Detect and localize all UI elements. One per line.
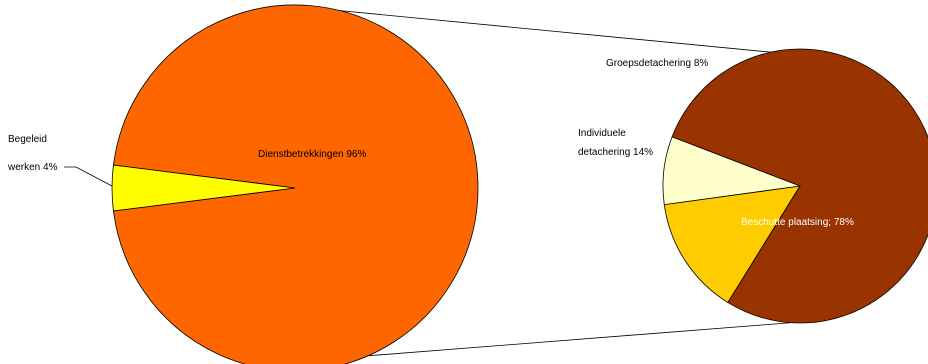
leader-line-begeleid: [64, 166, 113, 187]
label-dienstbetrekkingen: Dienstbetrekkingen 96%: [258, 149, 367, 160]
secondary-pie: [662, 48, 928, 324]
label-individuele-line2: detachering 14%: [578, 147, 653, 158]
label-begeleid-line1: Begeleid: [8, 134, 47, 145]
connector-line-top: [322, 8, 801, 56]
secondary-pie-slice-1: [663, 185, 801, 303]
connector-line-bottom: [339, 321, 801, 359]
main-pie-slice-1: [111, 164, 296, 212]
main-pie: [111, 4, 479, 364]
label-groepsdetachering: Groepsdetachering 8%: [606, 58, 708, 69]
secondary-pie-slice-2: [662, 136, 801, 206]
label-beschutte-plaatsing: Beschutte plaatsing; 78%: [741, 217, 854, 228]
label-individuele-line1: Individuele: [578, 128, 626, 139]
label-begeleid-line2: werken 4%: [7, 162, 58, 173]
main-pie-slice-0: [112, 4, 479, 364]
